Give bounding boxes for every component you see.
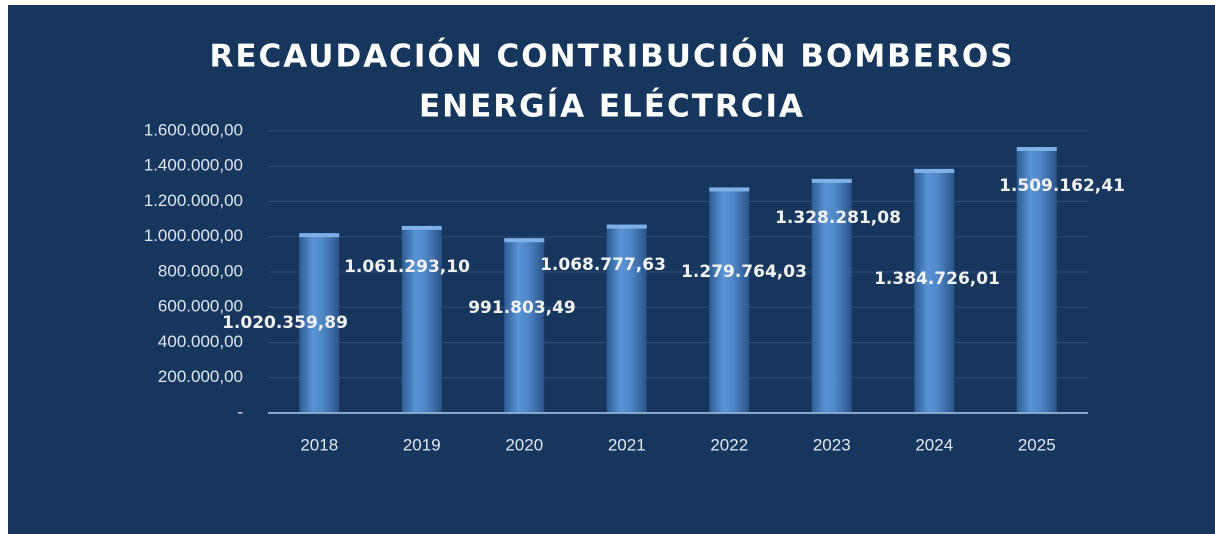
data-label: 1.509.162,41 [999,176,1125,196]
y-tick-label: 1.600.000,00 [144,120,243,139]
chart-title: RECAUDACIÓN CONTRIBUCIÓN BOMBEROS [209,38,1014,75]
bar [606,224,647,413]
x-tick-label: 2018 [300,435,338,454]
bar [504,238,545,413]
bar-top [811,178,852,183]
bar [299,233,340,413]
data-label: 1.384.726,01 [874,269,1000,289]
bar-top [299,233,340,238]
data-label: 991.803,49 [468,298,576,318]
x-tick-label: 2022 [710,435,748,454]
bar-top [401,225,442,230]
x-tick-label: 2019 [403,435,441,454]
x-tick-label: 2023 [813,435,851,454]
y-tick-label: 200.000,00 [158,367,243,386]
y-tick-label: 1.200.000,00 [144,191,243,210]
bar [914,168,955,413]
x-tick-label: 2020 [505,435,543,454]
data-label: 1.279.764,03 [681,262,807,282]
bar-top [1016,147,1057,152]
x-tick-label: 2025 [1018,435,1056,454]
x-tick-label: 2021 [608,435,646,454]
y-tick-label: 400.000,00 [158,332,243,351]
y-tick-label: - [237,402,243,421]
data-label: 1.328.281,08 [775,208,901,228]
bar [401,225,442,413]
bar [1016,147,1057,413]
bar [811,178,852,413]
bar-top [606,224,647,229]
y-tick-label: 1.400.000,00 [144,156,243,175]
y-tick-label: 1.000.000,00 [144,226,243,245]
bar [709,187,750,413]
bar-top [504,238,545,243]
x-tick-label: 2024 [915,435,953,454]
data-label: 1.020.359,89 [222,313,348,333]
bar-top [914,168,955,173]
y-tick-label: 600.000,00 [158,297,243,316]
data-label: 1.068.777,63 [540,255,666,275]
chart-title: ENERGÍA ELÉCTRCIA [419,89,805,125]
data-label: 1.061.293,10 [344,257,470,277]
y-tick-label: 800.000,00 [158,261,243,280]
bar-top [709,187,750,192]
